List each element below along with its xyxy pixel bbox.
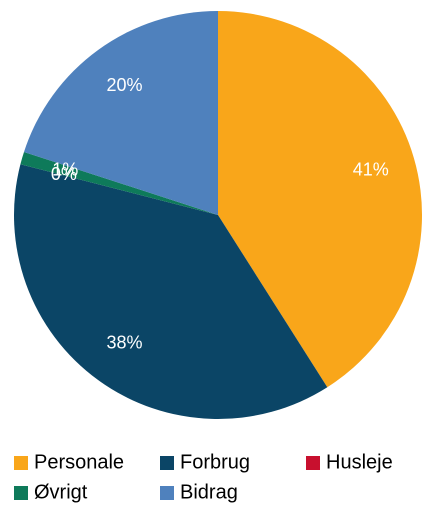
data-label: 1% bbox=[52, 159, 78, 179]
legend-swatch bbox=[14, 456, 28, 470]
legend-label: Bidrag bbox=[180, 481, 238, 503]
data-label: 38% bbox=[106, 332, 142, 352]
data-label: 20% bbox=[106, 75, 142, 95]
data-label: 41% bbox=[353, 159, 389, 179]
pie-slice bbox=[218, 11, 422, 388]
legend-label: Øvrigt bbox=[34, 481, 88, 503]
pie-slice bbox=[20, 164, 219, 215]
pie-slice bbox=[20, 151, 219, 215]
pie-slice bbox=[23, 11, 219, 215]
legend-label: Forbrug bbox=[180, 451, 250, 473]
legend-swatch bbox=[160, 486, 174, 500]
data-label: 0% bbox=[51, 164, 77, 184]
pie-slice bbox=[13, 164, 328, 419]
legend-swatch bbox=[306, 456, 320, 470]
legend-swatch bbox=[160, 456, 174, 470]
legend-swatch bbox=[14, 486, 28, 500]
legend-label: Husleje bbox=[326, 451, 393, 473]
legend-label: Personale bbox=[34, 451, 124, 473]
